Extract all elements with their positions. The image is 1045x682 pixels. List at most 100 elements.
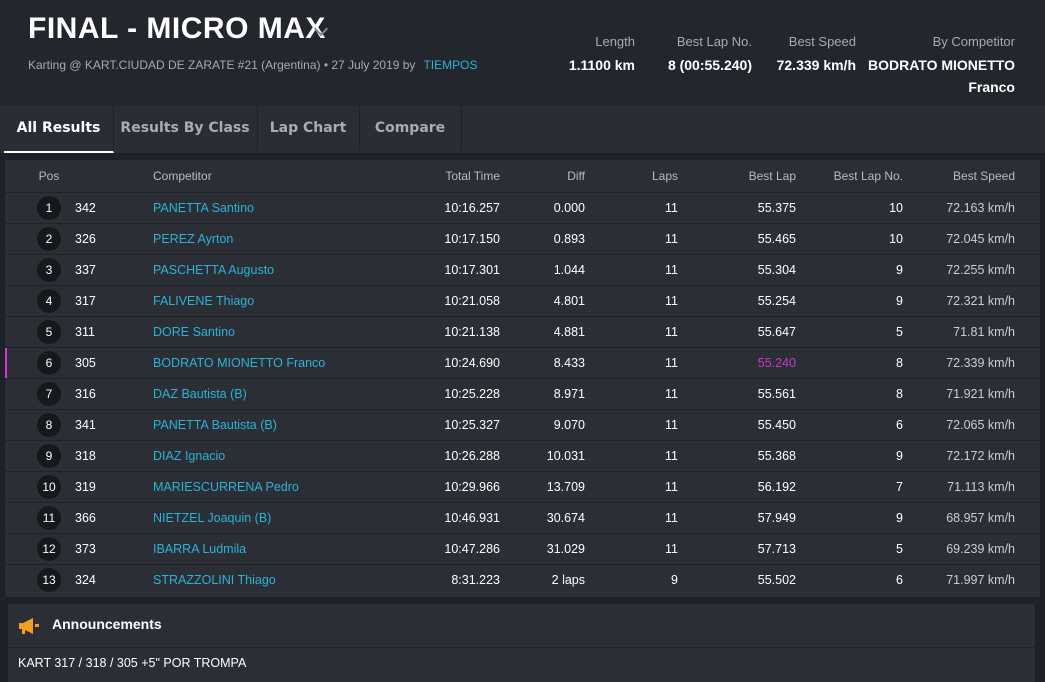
competitor[interactable]: NIETZEL Joaquin (B) (153, 511, 272, 525)
announcements: Announcements KART 317 / 318 / 305 +5" P… (8, 604, 1035, 682)
best-speed: 72.045 km/h (946, 232, 1015, 246)
kart-number: 337 (75, 263, 96, 277)
position: 1 (37, 196, 61, 220)
position: 13 (37, 568, 61, 592)
position: 7 (37, 382, 61, 406)
table-row: 6 305 BODRATO MIONETTO Franco 10:24.690 8.43… (5, 347, 1040, 378)
laps: 11 (665, 387, 678, 401)
table-row: 5 311 DORE Santino 10:21.138 4.881 11 55.647 5 7… (5, 316, 1040, 347)
subtitle-text: Karting @ KART.CIUDAD DE ZARATE #21 (Arg… (28, 58, 416, 72)
best-speed: 69.239 km/h (946, 542, 1015, 556)
kart-number: 342 (75, 201, 96, 215)
diff: 4.801 (553, 294, 585, 308)
total-time: 10:21.058 (444, 294, 500, 308)
total-time: 10:24.690 (444, 356, 500, 370)
best-speed: 72.321 km/h (946, 294, 1015, 308)
position: 10 (37, 475, 61, 499)
column-header: Competitor (153, 169, 212, 183)
competitor[interactable]: MARIESCURRENA Pedro (153, 480, 299, 494)
best-lap-no: 7 (896, 480, 903, 494)
kart-number: 317 (75, 294, 96, 308)
position: 2 (37, 227, 61, 251)
diff: 30.674 (546, 511, 585, 525)
best-lap-no: 9 (896, 511, 903, 525)
table-row: 11 366 NIETZEL Joaquin (B) 10:46.931 30.674 1… (5, 502, 1040, 533)
competitor[interactable]: BODRATO MIONETTO Franco (153, 356, 326, 370)
diff: 4.881 (553, 325, 585, 339)
column-header: Diff (567, 169, 585, 183)
diff: 8.433 (553, 356, 585, 370)
best-lap-no: 9 (896, 263, 903, 277)
tab[interactable]: Lap Chart (257, 105, 360, 151)
title: FINAL - MICRO MAX (28, 12, 326, 45)
kart-number: 305 (75, 356, 96, 370)
column-header: Pos (38, 169, 60, 183)
competitor[interactable]: PEREZ Ayrton (153, 232, 234, 246)
diff: 2 laps (551, 573, 585, 587)
competitor[interactable]: IBARRA Ludmila (153, 542, 247, 556)
laps: 11 (665, 480, 678, 494)
best-lap: 55.502 (757, 573, 796, 587)
laps: 11 (665, 418, 678, 432)
best-speed: 68.957 km/h (946, 511, 1015, 525)
total-time: 10:17.301 (444, 263, 500, 277)
best-lap: 55.240 (757, 356, 796, 370)
table-row: 10 319 MARIESCURRENA Pedro 10:29.966 13.709 1… (5, 471, 1040, 502)
competitor[interactable]: PANETTA Bautista (B) (153, 418, 277, 432)
announcements-title: Announcements (52, 616, 162, 632)
position: 8 (37, 413, 61, 437)
best-lap: 55.304 (757, 263, 796, 277)
tab[interactable]: Compare (359, 105, 462, 151)
position: 4 (37, 289, 61, 313)
laps: 11 (665, 201, 678, 215)
total-time: 8:31.223 (451, 573, 500, 587)
best-lap-no: 10 (889, 201, 903, 215)
column-header: Total Time (445, 169, 500, 183)
laps: 11 (665, 294, 678, 308)
total-time: 10:47.286 (444, 542, 500, 556)
best-speed: 72.065 km/h (946, 418, 1015, 432)
kart-number: 373 (75, 542, 96, 556)
best-speed: 71.997 km/h (946, 573, 1015, 587)
stat-value: BODRATO MIONETTO Franco (868, 57, 1015, 95)
stat-value: 72.339 km/h (776, 57, 856, 73)
best-lap-no: 5 (896, 542, 903, 556)
best-speed: 71.921 km/h (946, 387, 1015, 401)
total-time: 10:21.138 (444, 325, 500, 339)
total-time: 10:26.288 (444, 449, 500, 463)
laps: 11 (665, 511, 678, 525)
competitor[interactable]: DORE Santino (153, 325, 235, 339)
competitor[interactable]: STRAZZOLINI Thiago (153, 573, 276, 587)
tab[interactable]: Results By Class (113, 105, 258, 151)
competitor[interactable]: DAZ Bautista (B) (153, 387, 247, 401)
best-speed: 72.163 km/h (946, 201, 1015, 215)
stat-label: Best Lap No. (676, 34, 752, 49)
stat-value: 8 (00:55.240) (667, 57, 752, 73)
tab[interactable]: All Results (4, 105, 114, 153)
total-time: 10:16.257 (444, 201, 500, 215)
kart-number: 341 (75, 418, 96, 432)
best-lap-no: 9 (896, 449, 903, 463)
column-header: Best Speed (952, 169, 1015, 183)
table-row: 7 316 DAZ Bautista (B) 10:25.228 8.971 11 55.5… (5, 378, 1040, 409)
competitor[interactable]: PASCHETTA Augusto (153, 263, 275, 277)
table-row: 4 317 FALIVENE Thiago 10:21.058 4.801 11 55.25… (5, 285, 1040, 316)
competitor[interactable]: FALIVENE Thiago (153, 294, 255, 308)
divider (8, 647, 1035, 648)
best-lap: 55.647 (757, 325, 796, 339)
competitor[interactable]: DIAZ Ignacio (153, 449, 226, 463)
competitor[interactable]: PANETTA Santino (153, 201, 254, 215)
total-time: 10:29.966 (444, 480, 500, 494)
laps: 11 (665, 449, 678, 463)
best-lap-no: 8 (896, 387, 903, 401)
position: 9 (37, 444, 61, 468)
diff: 1.044 (553, 263, 585, 277)
best-lap-no: 9 (896, 294, 903, 308)
results-table: Pos Competitor Total Time Diff Laps Best Lap B… (5, 160, 1040, 597)
announcement-text: KART 317 / 318 / 305 +5" POR TROMPA (18, 656, 247, 670)
laps: 11 (665, 325, 678, 339)
kart-number: 311 (75, 325, 95, 339)
source-link[interactable]: TIEMPOS (423, 58, 478, 72)
best-lap-no: 8 (896, 356, 903, 370)
